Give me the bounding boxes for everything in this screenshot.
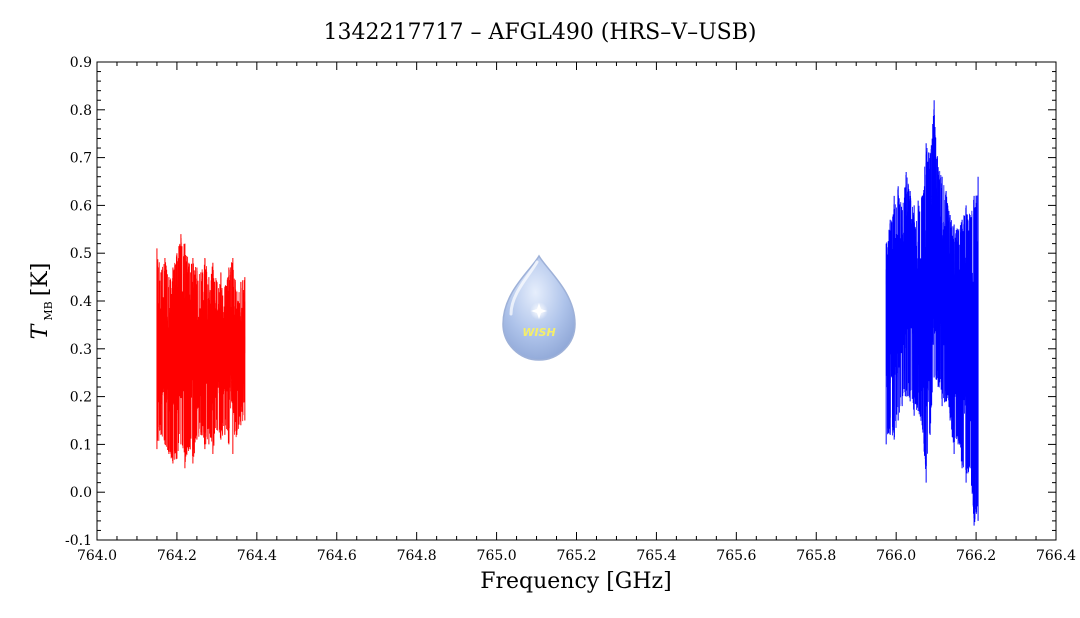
x-tick-label: 766.4 (1036, 548, 1076, 564)
y-tick-label: 0.9 (70, 55, 92, 71)
x-tick-label: 765.4 (636, 548, 676, 564)
plot-data (156, 100, 979, 526)
y-tick-label: 0.8 (70, 103, 92, 119)
x-axis-label: Frequency [GHz] (480, 569, 672, 594)
y-tick-label: 0.0 (70, 485, 92, 501)
x-tick-label: 764.4 (237, 548, 277, 564)
x-axis: 764.0 764.2 764.4 764.6 764.8 765.0 765.2 765.4… (77, 62, 1076, 564)
y-axis-label-subscript: MB (42, 301, 55, 320)
x-tick-label: 766.0 (876, 548, 916, 564)
y-tick-label: 0.5 (70, 246, 92, 262)
x-tick-label: 764.8 (397, 548, 437, 564)
x-tick-label: 765.2 (556, 548, 596, 564)
y-tick-label: 0.6 (70, 198, 92, 214)
y-tick-label: 0.7 (70, 151, 92, 167)
y-axis-label-symbol: T (28, 322, 53, 339)
x-tick-label: 765.0 (477, 548, 517, 564)
x-tick-label: 764.6 (317, 548, 357, 564)
svg-text:TMB[K]: T MB [K] (28, 263, 55, 340)
x-tick-label: 764.2 (157, 548, 197, 564)
chart-title: 1342217717 – AFGL490 (HRS–V–USB) (324, 20, 757, 45)
y-axis: -0.1 0.0 0.1 0.2 0.3 0.4 0.5 0.6 0.7 0.8 0.9 (65, 55, 1056, 549)
spectrum-line-2 (885, 109, 979, 523)
y-tick-label: 0.3 (70, 342, 92, 358)
y-tick-label: 0.4 (70, 294, 92, 310)
x-tick-label: 764.0 (77, 548, 117, 564)
x-tick-label: 765.6 (716, 548, 756, 564)
y-axis-label: T MB [K] (28, 263, 55, 340)
y-tick-label: -0.1 (65, 533, 92, 549)
y-tick-label: 0.1 (70, 437, 92, 453)
x-tick-label: 765.8 (796, 548, 836, 564)
y-tick-label: 0.2 (70, 390, 92, 406)
y-axis-label-unit: [K] (28, 263, 53, 297)
wish-logo: WISH (502, 254, 576, 361)
logo-text: WISH (522, 326, 555, 339)
x-tick-label: 766.2 (956, 548, 996, 564)
